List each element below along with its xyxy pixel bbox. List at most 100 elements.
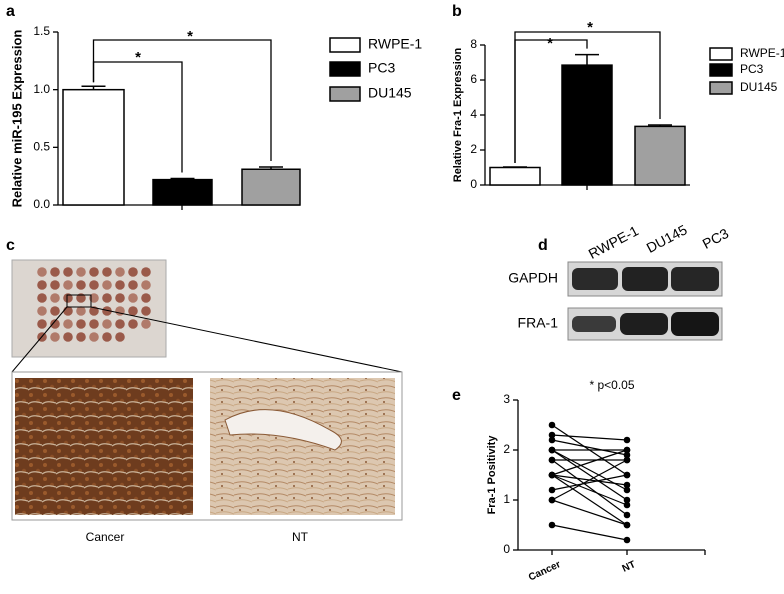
tma-core bbox=[141, 280, 151, 290]
y-axis-label: Relative miR-195 Expression bbox=[9, 30, 24, 208]
panel-label: d bbox=[538, 237, 548, 254]
point bbox=[623, 436, 631, 444]
tma-core bbox=[89, 319, 99, 329]
x-tick-label: NT bbox=[621, 559, 638, 575]
bar bbox=[489, 166, 541, 186]
point bbox=[623, 481, 631, 489]
bar bbox=[152, 178, 213, 206]
vessel bbox=[224, 409, 342, 451]
tma-core bbox=[50, 319, 60, 329]
tma-core bbox=[102, 267, 112, 277]
blot-band bbox=[572, 268, 618, 290]
point bbox=[623, 511, 631, 519]
zoom-line bbox=[90, 306, 403, 373]
error-bar bbox=[648, 124, 672, 127]
point bbox=[548, 456, 556, 464]
tma-core bbox=[50, 280, 60, 290]
pair-line bbox=[551, 439, 628, 456]
y-tick-label: 3 bbox=[503, 392, 510, 406]
tma-core bbox=[76, 267, 86, 277]
tma-core bbox=[102, 293, 112, 303]
tma-core bbox=[50, 293, 60, 303]
tma-core bbox=[37, 280, 47, 290]
tma-core bbox=[102, 319, 112, 329]
tma-core bbox=[141, 267, 151, 277]
error-bar bbox=[503, 166, 527, 168]
zoom-line bbox=[11, 306, 68, 373]
error-bar bbox=[259, 166, 283, 170]
y-tick-label: 4 bbox=[470, 107, 477, 121]
bar bbox=[62, 88, 125, 206]
pair-line bbox=[551, 474, 628, 526]
y-tick-label: 8 bbox=[470, 37, 477, 51]
significance-star: * bbox=[135, 49, 141, 66]
panel-label: a bbox=[6, 3, 15, 20]
y-tick-label: 0 bbox=[470, 177, 477, 191]
point bbox=[623, 521, 631, 529]
point bbox=[548, 431, 556, 439]
point bbox=[548, 421, 556, 429]
blot-lane-label: DU145 bbox=[644, 221, 690, 256]
y-tick-label: 0.5 bbox=[33, 140, 50, 154]
significance-star: * bbox=[547, 35, 553, 52]
tma-core bbox=[115, 319, 125, 329]
y-tick-label: 2 bbox=[503, 442, 510, 456]
legend-swatch bbox=[709, 63, 733, 77]
bar bbox=[241, 168, 301, 206]
significance-star: * bbox=[187, 28, 193, 45]
legend-label: RWPE-1 bbox=[740, 46, 784, 60]
tma-core bbox=[128, 280, 138, 290]
tma-core bbox=[141, 319, 151, 329]
bar bbox=[561, 64, 613, 186]
point bbox=[548, 436, 556, 444]
pair-line bbox=[551, 459, 628, 516]
point bbox=[623, 496, 631, 504]
tma-core bbox=[115, 280, 125, 290]
x-tick-label: Cancer bbox=[527, 559, 562, 583]
y-tick-label: 1.5 bbox=[33, 24, 50, 38]
significance-bracket bbox=[514, 31, 661, 163]
blot-band bbox=[620, 313, 668, 335]
tma-core bbox=[63, 319, 73, 329]
tma-core bbox=[141, 306, 151, 316]
blot-band bbox=[671, 267, 719, 291]
legend-swatch bbox=[329, 37, 361, 53]
tma-slide bbox=[11, 259, 167, 358]
point bbox=[623, 501, 631, 509]
point bbox=[548, 496, 556, 504]
tissue-label: Cancer bbox=[86, 530, 125, 544]
tma-core bbox=[63, 267, 73, 277]
tma-core bbox=[115, 306, 125, 316]
point bbox=[548, 446, 556, 454]
tma-core bbox=[37, 267, 47, 277]
blot-lane-label: RWPE-1 bbox=[586, 222, 642, 262]
tma-core bbox=[63, 306, 73, 316]
pair-line bbox=[551, 434, 628, 441]
legend-swatch bbox=[709, 47, 733, 61]
blot-band bbox=[671, 312, 719, 336]
y-tick-label: 0 bbox=[503, 542, 510, 556]
point bbox=[623, 446, 631, 454]
tma-core bbox=[141, 293, 151, 303]
legend-label: PC3 bbox=[368, 60, 395, 76]
tma-core bbox=[89, 332, 99, 342]
y-axis-label: Relative Fra-1 Expression bbox=[452, 47, 464, 182]
tma-core bbox=[115, 332, 125, 342]
tma-core bbox=[102, 280, 112, 290]
point bbox=[548, 486, 556, 494]
tma-core bbox=[37, 293, 47, 303]
zoom-box bbox=[66, 294, 92, 308]
tma-core bbox=[50, 332, 60, 342]
blot-lane-label: PC3 bbox=[700, 225, 732, 252]
nt-image bbox=[210, 378, 395, 515]
y-tick-label: 0.0 bbox=[33, 197, 50, 211]
pair-line bbox=[551, 459, 628, 501]
pair-line bbox=[551, 449, 628, 501]
y-axis-label: Fra-1 Positivity bbox=[486, 435, 498, 515]
panel-label: b bbox=[452, 3, 462, 20]
bar bbox=[634, 125, 686, 186]
point bbox=[623, 456, 631, 464]
y-tick-label: 1.0 bbox=[33, 82, 50, 96]
point bbox=[623, 486, 631, 494]
